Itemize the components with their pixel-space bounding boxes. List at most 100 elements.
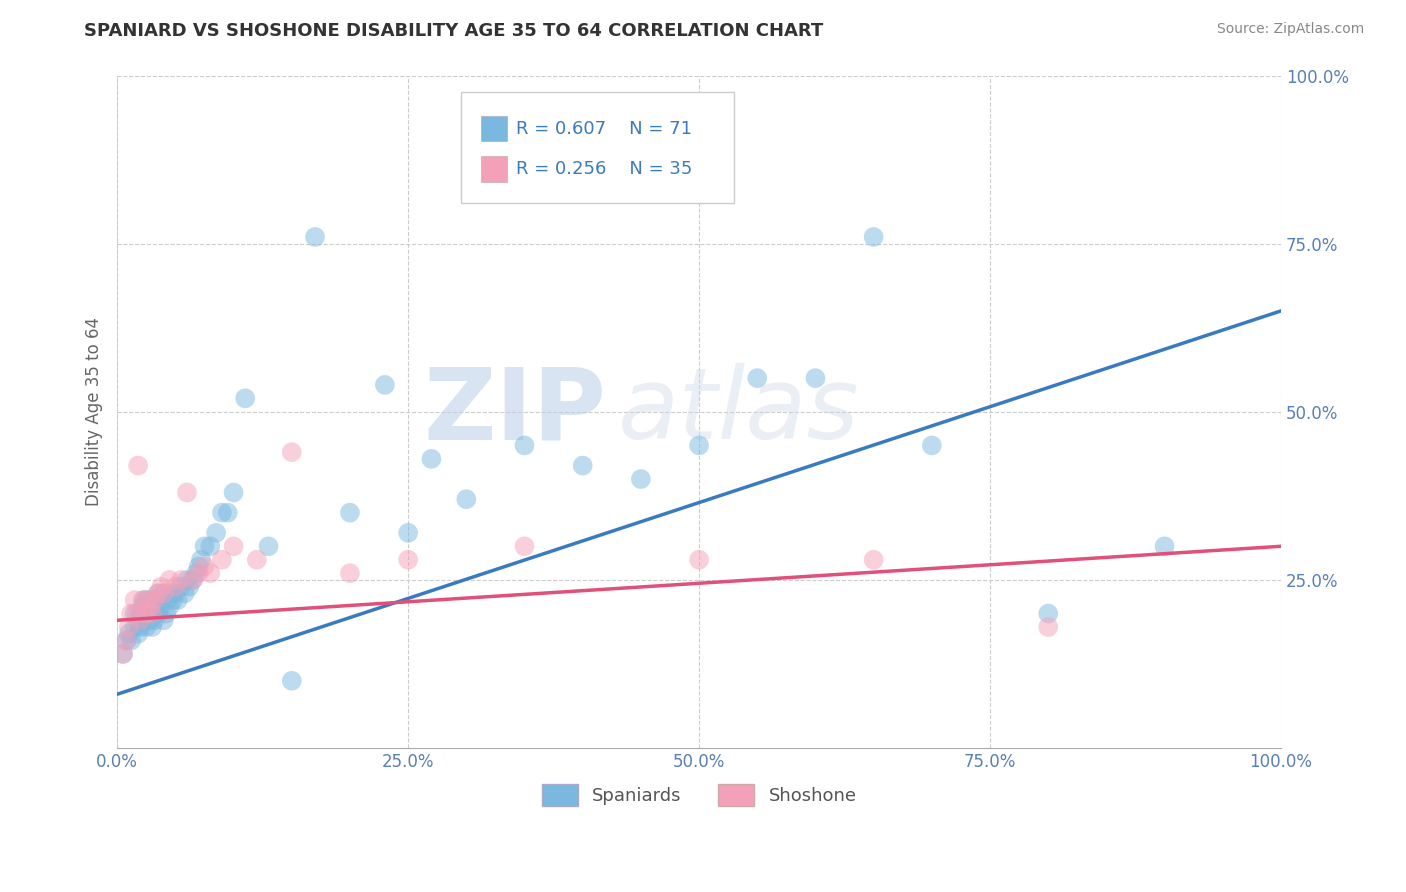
Point	[139, 599, 162, 614]
FancyBboxPatch shape	[481, 156, 508, 182]
Point	[162, 593, 184, 607]
Point	[150, 593, 173, 607]
Point	[170, 573, 193, 587]
Point	[1038, 607, 1060, 621]
Point	[146, 586, 169, 600]
Point	[571, 458, 593, 473]
Point	[200, 539, 222, 553]
Point	[141, 607, 163, 621]
Point	[456, 492, 478, 507]
FancyBboxPatch shape	[461, 93, 734, 203]
Point	[111, 647, 134, 661]
Point	[139, 599, 162, 614]
Point	[120, 607, 142, 621]
Point	[193, 539, 215, 553]
Point	[190, 553, 212, 567]
Point	[129, 613, 152, 627]
Text: R = 0.607    N = 71: R = 0.607 N = 71	[516, 120, 692, 137]
Point	[160, 586, 183, 600]
Legend: Spaniards, Shoshone: Spaniards, Shoshone	[534, 777, 863, 813]
Point	[281, 445, 304, 459]
Point	[143, 593, 166, 607]
Point	[159, 573, 181, 587]
Point	[132, 613, 155, 627]
Point	[187, 566, 209, 581]
Y-axis label: Disability Age 35 to 64: Disability Age 35 to 64	[86, 318, 103, 507]
FancyBboxPatch shape	[481, 116, 508, 142]
Point	[129, 620, 152, 634]
Point	[127, 458, 149, 473]
Point	[187, 559, 209, 574]
Point	[127, 613, 149, 627]
Point	[135, 593, 157, 607]
Point	[921, 438, 943, 452]
Text: ZIP: ZIP	[423, 363, 606, 460]
Point	[222, 485, 245, 500]
Point	[420, 451, 443, 466]
Point	[205, 525, 228, 540]
Point	[513, 438, 536, 452]
Point	[111, 647, 134, 661]
Point	[170, 580, 193, 594]
Point	[374, 377, 396, 392]
Text: atlas: atlas	[617, 363, 859, 460]
Point	[1153, 539, 1175, 553]
Point	[138, 607, 160, 621]
Point	[118, 626, 141, 640]
Point	[124, 607, 146, 621]
Point	[179, 580, 201, 594]
Point	[152, 586, 174, 600]
Point	[1038, 620, 1060, 634]
Point	[127, 626, 149, 640]
Point	[281, 673, 304, 688]
Point	[125, 607, 148, 621]
Point	[165, 580, 187, 594]
Point	[143, 613, 166, 627]
Point	[211, 553, 233, 567]
Point	[135, 620, 157, 634]
Point	[135, 607, 157, 621]
Point	[804, 371, 827, 385]
Point	[132, 593, 155, 607]
Point	[181, 573, 204, 587]
Point	[132, 607, 155, 621]
Point	[135, 607, 157, 621]
Point	[166, 593, 188, 607]
Point	[176, 485, 198, 500]
Point	[339, 506, 361, 520]
Point	[141, 607, 163, 621]
Point	[688, 438, 710, 452]
Point	[211, 506, 233, 520]
Point	[396, 553, 419, 567]
Point	[156, 593, 179, 607]
Point	[217, 506, 239, 520]
Point	[173, 586, 195, 600]
Point	[124, 620, 146, 634]
Point	[155, 607, 177, 621]
Point	[118, 620, 141, 634]
Text: SPANIARD VS SHOSHONE DISABILITY AGE 35 TO 64 CORRELATION CHART: SPANIARD VS SHOSHONE DISABILITY AGE 35 T…	[84, 22, 824, 40]
Point	[138, 593, 160, 607]
Point	[146, 607, 169, 621]
Point	[115, 633, 138, 648]
Point	[339, 566, 361, 581]
Point	[149, 599, 172, 614]
Point	[141, 620, 163, 634]
Point	[862, 230, 884, 244]
Point	[165, 586, 187, 600]
Point	[747, 371, 769, 385]
Point	[181, 573, 204, 587]
Point	[150, 580, 173, 594]
Point	[862, 553, 884, 567]
Point	[146, 586, 169, 600]
Point	[257, 539, 280, 553]
Point	[129, 607, 152, 621]
Point	[246, 553, 269, 567]
Point	[115, 633, 138, 648]
Point	[132, 593, 155, 607]
Point	[304, 230, 326, 244]
Point	[152, 613, 174, 627]
Point	[513, 539, 536, 553]
Point	[222, 539, 245, 553]
Point	[396, 525, 419, 540]
